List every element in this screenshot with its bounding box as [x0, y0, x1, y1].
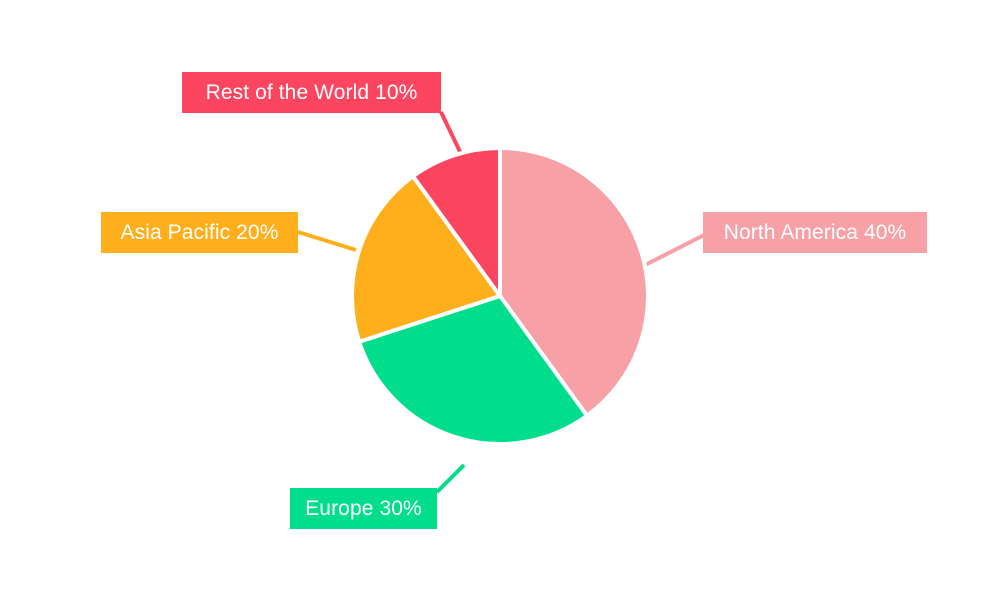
- leader-lines: [297, 111, 711, 494]
- callout-asia-pacific-label: Asia Pacific 20%: [120, 221, 279, 244]
- callout-north-america-label: North America 40%: [723, 221, 907, 244]
- callout-rest-of-the-world-label: Rest of the World 10%: [205, 81, 418, 104]
- pie-slice-europe[interactable]: [357, 294, 589, 446]
- leader-line-rest-of-the-world: [439, 111, 465, 159]
- pie-slice-north-america[interactable]: [498, 146, 650, 418]
- callout-asia-pacific[interactable]: Asia Pacific 20%: [101, 212, 298, 253]
- callout-north-america[interactable]: North America 40%: [703, 212, 927, 253]
- callout-europe-label: Europe 30%: [305, 497, 422, 520]
- callout-rest-of-the-world[interactable]: Rest of the World 10%: [182, 72, 441, 113]
- callout-europe[interactable]: Europe 30%: [290, 488, 437, 529]
- leader-line-asia-pacific: [297, 230, 357, 252]
- pie-slice-rest-of-the-world[interactable]: [411, 146, 502, 298]
- leader-line-europe: [435, 463, 466, 494]
- pie-slices: [350, 146, 650, 446]
- pie-slice-asia-pacific[interactable]: [350, 174, 502, 344]
- leader-line-north-america: [644, 230, 711, 267]
